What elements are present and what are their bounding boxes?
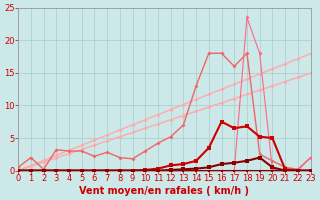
X-axis label: Vent moyen/en rafales ( km/h ): Vent moyen/en rafales ( km/h ) — [79, 186, 249, 196]
